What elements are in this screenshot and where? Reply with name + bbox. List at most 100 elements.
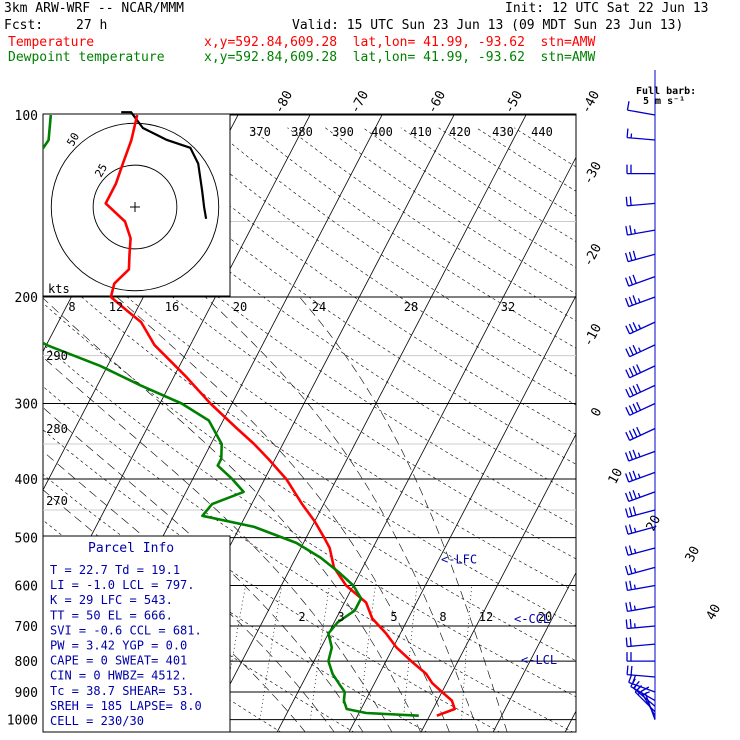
wind-barb [624,274,656,287]
mixing-ratio-label: 8 [439,610,446,624]
isotherm-right-label: 10 [606,466,627,487]
wind-barb [625,364,656,379]
mixing-ratio-line [221,585,246,720]
wind-barb [626,164,655,175]
dry-adiabat [287,127,576,322]
isotherm-line [348,294,576,732]
mixing-ratio-label: 5 [390,610,397,624]
hodograph-speed-label: 24 [312,300,326,314]
dry-adiabat [438,127,576,217]
wind-barb [625,619,656,630]
pressure-tick-label: 700 [15,620,38,635]
isotherm-right-label: -20 [581,241,605,269]
parcel-info-box [42,535,231,733]
wind-barb [626,665,656,678]
hodograph-speed-label: 20 [233,300,247,314]
parcel-info-row: PW = 3.42 YGP = 0.0 [50,639,187,653]
wind-barb [625,383,656,398]
wind-barb-column: Full barb:5 m s⁻¹ [624,70,696,720]
parcel-info-row: CIN = 0 HWBZ= 4512. [50,669,187,683]
isotherm-top-label: -80 [272,88,296,116]
isotherm-line [420,433,576,732]
wind-barb [625,601,656,613]
theta-inset-label: 280 [46,422,68,436]
isotherm-line [276,156,576,732]
parcel-info-panel: Parcel Info T = 22.7 Td = 19.1LI = -1.0 L… [42,535,231,733]
wind-barb [626,652,655,662]
wind-barb [624,295,656,308]
theta-label: 390 [332,125,354,139]
dry-adiabat [400,127,576,242]
wind-barb [625,637,656,648]
wind-barb [624,506,656,518]
isotherm-top-label: -50 [502,88,526,116]
isotherm-right-label: 20 [644,513,665,534]
wind-barb [625,321,656,335]
sounding-header: 3km ARW-WRF -- NCAR/MMM Init: 12 UTC Sat… [0,0,740,70]
hodograph-speed-label: 32 [501,300,515,314]
pressure-tick-label: 300 [15,398,38,413]
valid-time: Valid: 15 UTC Sun 23 Jun 13 (09 MDT Sun … [292,18,684,33]
wind-barb [625,225,656,236]
level-marker-label: <-CCL [514,612,550,626]
theta-inset-label: 270 [46,494,68,508]
parcel-info-row: CELL = 230/30 [50,714,144,728]
pressure-tick-label: 100 [15,109,38,124]
theta-label: 410 [410,125,432,139]
hodograph-ring [92,164,178,250]
hodograph-speed-label: 12 [109,300,123,314]
parcel-info-row: K = 29 LFC = 543. [50,593,173,607]
hodograph-box [42,113,231,297]
theta-label: 380 [291,125,313,139]
wind-barb [624,564,656,576]
wind-barb [625,426,656,441]
parcel-info-row: CAPE = 0 SWEAT= 401 [50,654,187,668]
isotherm-line [204,114,527,732]
hodograph-speed-label: 16 [165,300,179,314]
dewpoint-location: x,y=592.84,609.28 lat,lon= 41.99, -93.62… [204,50,596,65]
wind-barb [626,101,656,116]
dry-adiabat [43,223,576,593]
isotherm-right-label: 40 [704,602,725,623]
dewpoint-trace [43,114,419,717]
temperature-legend: Temperature [8,35,95,50]
pressure-tick-label: 1000 [7,714,38,729]
theta-label: 400 [371,125,393,139]
mixing-ratio-label: 3 [337,610,344,624]
dry-adiabat [43,386,574,732]
forecast-label: Fcst: [4,18,44,33]
theta-label: 370 [249,125,271,139]
mixing-ratio-label: 12 [479,610,493,624]
parcel-info-row: TT = 50 EL = 666. [50,608,173,622]
dry-adiabat [173,127,576,406]
hodograph-trace [121,111,208,219]
dry-adiabat [43,146,576,527]
isotherm-line [637,87,740,732]
dry-adiabat [43,302,576,662]
isotherm-right-label: -10 [581,321,605,349]
hodograph-units-label: kts [48,282,70,296]
wind-barb [626,128,656,141]
wind-barb [624,490,656,503]
init-time: Init: 12 UTC Sat 22 Jun 13 [505,1,709,16]
isotherm-right-label: -30 [581,159,605,187]
wind-barb [625,580,656,592]
hodograph-speed-label: 8 [68,300,75,314]
hodograph: 25 50 [42,111,231,297]
wind-barb [624,470,656,483]
dry-adiabat [43,184,576,560]
pressure-tick-label: 600 [15,580,38,595]
hodograph-ring-label: 25 [92,162,110,180]
forecast-hour: 27 h [76,18,108,33]
wind-barb [624,524,656,535]
moist-adiabat [205,296,479,732]
wind-barb [625,196,656,207]
parcel-info-row: SVI = -0.6 CCL = 681. [50,623,202,637]
level-marker-label: <-LFC [441,552,477,566]
isotherm-top-label: -70 [348,88,372,116]
barb-key-title: Full barb: [636,86,696,97]
parcel-info-row: Tc = 38.7 SHEAR= 53. [50,684,195,698]
hodograph-ring-label: 50 [64,131,82,149]
wind-barb [625,344,656,358]
